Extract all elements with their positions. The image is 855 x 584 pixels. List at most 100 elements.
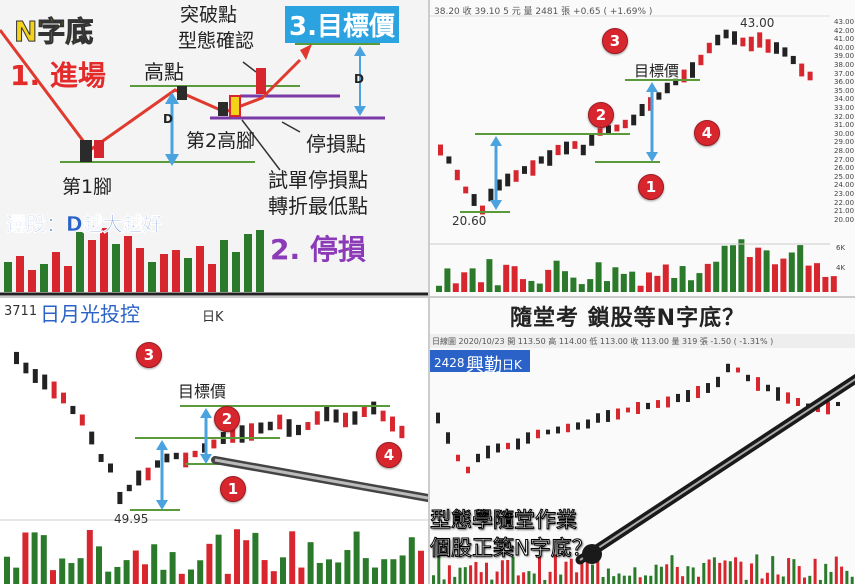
volume-bar — [335, 562, 342, 584]
candle — [286, 419, 292, 437]
candle — [564, 141, 569, 155]
volume-bar — [538, 556, 541, 584]
volume-bar — [436, 285, 442, 292]
candle — [698, 54, 704, 66]
volume-bar — [76, 232, 84, 292]
candle — [126, 484, 132, 492]
quote-header: 日線圖 2020/10/23 開 113.50 高 114.00 低 113.0… — [432, 337, 774, 346]
volume-bar — [486, 259, 493, 292]
marker-3: 3 — [602, 28, 628, 54]
price-tick: 41.00 — [834, 35, 855, 44]
price-tick: 43.00 — [834, 18, 855, 26]
volume-bar — [444, 268, 451, 292]
candle — [496, 179, 502, 191]
volume-bar — [469, 565, 473, 584]
volume-bar — [252, 532, 259, 584]
candle — [536, 429, 540, 439]
stop-loss-point-label: 停損點 — [306, 132, 366, 156]
candle-high — [177, 86, 187, 100]
volume-bar — [696, 273, 703, 292]
volume-bar — [132, 550, 139, 584]
candle — [530, 160, 536, 176]
volume-bar — [822, 276, 829, 292]
volume-bar — [675, 566, 679, 584]
volume-bar — [596, 559, 600, 584]
price-tick: 28.00 — [834, 147, 855, 155]
n-bottom-diagram: N字底 1. 進場 3.目標價 突破點 型態確認 高點 D D 第2高腳 第1腳… — [0, 0, 428, 296]
candle — [681, 69, 687, 83]
price-tick: 34.00 — [834, 95, 855, 104]
volume-bar — [59, 558, 66, 584]
candle — [446, 432, 450, 444]
volume-bar — [850, 576, 854, 584]
candle — [538, 156, 544, 164]
volume-bar — [612, 267, 619, 292]
candle — [32, 369, 38, 383]
candle — [626, 407, 630, 413]
volume-bar — [124, 236, 132, 292]
volume-bar — [220, 240, 228, 292]
volume-bar — [244, 234, 252, 292]
step3-target: 3.目標價 — [285, 6, 399, 43]
candle — [471, 194, 477, 206]
candle — [756, 377, 760, 391]
price-tick: 23.00 — [834, 190, 855, 198]
volume-bar — [372, 567, 378, 584]
candle — [230, 429, 236, 443]
price-tick: 24.00 — [834, 181, 855, 190]
volume-bar — [612, 576, 616, 584]
price-tick: 30.00 — [834, 129, 855, 138]
candle — [616, 408, 620, 420]
candle — [136, 470, 142, 486]
price-tick: 38.00 — [834, 61, 855, 69]
candle — [786, 392, 790, 404]
marker-2: 2 — [214, 406, 240, 432]
quote-header: 38.20 收 39.10 5 元 量 2481 張 +0.65 ( +1.69… — [434, 7, 653, 17]
volume-bar — [289, 531, 296, 584]
volume-bar — [781, 576, 785, 584]
volume-bar — [307, 542, 314, 584]
candle — [606, 410, 610, 422]
candle — [23, 362, 29, 374]
candle — [776, 387, 780, 401]
volume-bar — [829, 571, 833, 584]
example-chart-3711-canvas — [0, 351, 428, 584]
candle — [723, 29, 729, 39]
volume-bar — [500, 560, 504, 584]
volume-bar — [160, 569, 167, 584]
candle — [361, 406, 367, 418]
candle — [790, 55, 796, 65]
volume-bar — [142, 564, 148, 584]
volume-bar — [503, 264, 510, 292]
volume-bar — [494, 285, 501, 292]
target-label: 目標價 — [634, 62, 680, 80]
volume-bar — [797, 566, 801, 584]
volume-bar — [686, 566, 690, 584]
marker-2: 2 — [588, 102, 614, 128]
step2-stop: 2. 停損 — [270, 233, 366, 266]
volume-bar — [68, 563, 75, 584]
volume-bar — [620, 273, 627, 292]
example-chart-3711: 3711 日月光投控 日K 目標價 49.95 3 2 4 1 — [0, 296, 428, 584]
target-label: 目標價 — [178, 382, 227, 401]
marker-4: 4 — [376, 442, 402, 468]
candle — [716, 376, 720, 388]
candle — [61, 392, 66, 404]
volume-bar — [520, 279, 526, 292]
volume-bar — [326, 559, 332, 584]
candle — [324, 406, 330, 422]
volume-bar — [243, 540, 250, 584]
candle — [476, 453, 480, 463]
volume-bar — [649, 575, 653, 584]
volume-bar — [224, 573, 231, 584]
candle — [746, 374, 750, 382]
candle — [622, 119, 628, 129]
candle — [656, 92, 662, 100]
volume-tick: 6K — [836, 244, 846, 252]
candle — [380, 410, 386, 422]
volume-bar — [437, 554, 441, 584]
example-chart-1: 38.20 收 39.10 5 元 量 2481 張 +0.65 ( +1.69… — [428, 0, 855, 296]
high-price-label: 43.00 — [740, 16, 775, 30]
volume-bar — [184, 258, 192, 292]
volume-bar — [479, 572, 483, 584]
